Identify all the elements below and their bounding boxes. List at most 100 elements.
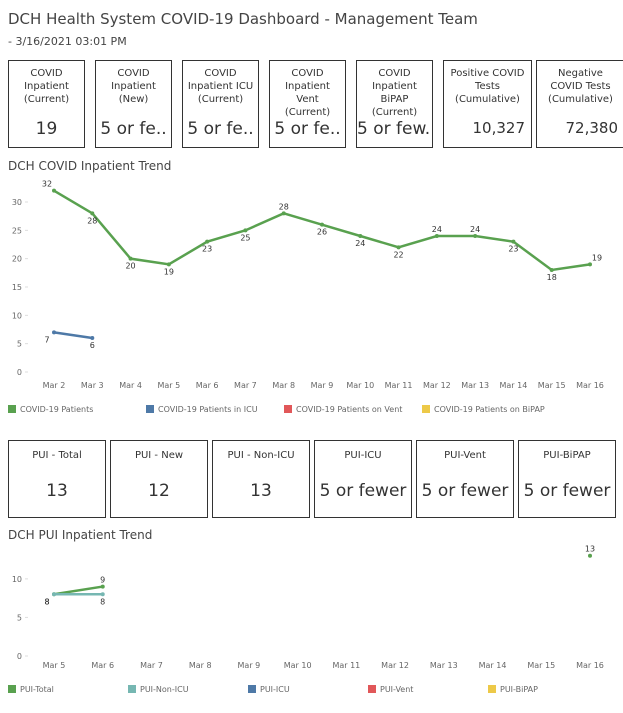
- chart-title: DCH PUI Inpatient Trend: [8, 528, 152, 542]
- data-label: 8: [44, 597, 49, 606]
- kpi-value: 5 or fe..: [100, 119, 167, 139]
- kpi-label: PUI - New: [134, 450, 184, 461]
- chart-title: DCH COVID Inpatient Trend: [8, 159, 171, 173]
- data-point: [588, 262, 592, 267]
- data-label: 19: [592, 253, 602, 262]
- legend-swatch: [8, 685, 16, 693]
- x-tick-label: Mar 8: [189, 661, 212, 670]
- kpi-card: PUI-BiPAP 5 or fewer: [518, 440, 616, 518]
- x-tick-label: Mar 6: [196, 381, 219, 390]
- y-tick-label: 20: [12, 255, 22, 264]
- data-point: [166, 262, 171, 267]
- data-label: 7: [44, 335, 49, 344]
- x-tick-label: Mar 6: [91, 661, 114, 670]
- legend-label: PUI-Non-ICU: [140, 685, 189, 694]
- legend-label: COVID-19 Patients in ICU: [158, 405, 258, 414]
- data-point: [52, 330, 56, 335]
- x-tick-label: Mar 2: [43, 381, 66, 390]
- legend-swatch: [488, 685, 496, 693]
- legend-label: COVID-19 Patients on BiPAP: [434, 405, 545, 414]
- y-tick-label: 30: [12, 198, 22, 207]
- data-label: 9: [100, 576, 105, 585]
- data-point: [396, 245, 401, 250]
- x-tick-label: Mar 13: [461, 381, 489, 390]
- data-label: 23: [202, 245, 212, 254]
- kpi-card: Positive COVID Tests (Cumulative) 10,327: [443, 60, 532, 148]
- kpi-card: COVID Inpatient ICU (Current) 5 or fe..: [182, 60, 259, 148]
- kpi-value: 5 or fewer: [421, 481, 509, 501]
- data-point: [100, 592, 105, 597]
- kpi-card: COVID Inpatient BiPAP (Current) 5 or few.…: [356, 60, 433, 148]
- kpi-label: Positive COVID Tests (Cumulative): [450, 68, 525, 105]
- kpi-value: 5 or fe..: [274, 119, 341, 139]
- data-label: 22: [393, 250, 403, 259]
- kpi-card: PUI - New 12: [110, 440, 208, 518]
- legend-label: COVID-19 Patients on Vent: [296, 405, 402, 414]
- y-tick-label: 10: [12, 311, 22, 320]
- x-tick-label: Mar 16: [576, 661, 604, 670]
- x-tick-label: Mar 7: [140, 661, 163, 670]
- x-tick-label: Mar 11: [332, 661, 360, 670]
- x-tick-label: Mar 14: [479, 661, 507, 670]
- kpi-label: PUI-BiPAP: [543, 450, 591, 461]
- legend-label: PUI-BiPAP: [500, 685, 538, 694]
- data-point: [100, 584, 105, 589]
- data-label: 24: [432, 225, 442, 234]
- legend-swatch: [128, 685, 136, 693]
- data-label: 20: [125, 262, 135, 271]
- page-title: DCH Health System COVID-19 Dashboard - M…: [8, 10, 478, 28]
- kpi-value: 13: [250, 481, 272, 501]
- data-label: 23: [508, 245, 518, 254]
- data-point: [52, 188, 56, 193]
- data-point: [549, 268, 554, 272]
- legend-label: PUI-Total: [20, 685, 54, 694]
- kpi-card: Negative COVID Tests (Cumulative) 72,380: [536, 60, 623, 148]
- data-label: 28: [279, 202, 289, 211]
- x-tick-label: Mar 13: [430, 661, 458, 670]
- y-tick-label: 0: [17, 368, 22, 377]
- data-label: 13: [585, 545, 595, 554]
- x-tick-label: Mar 8: [272, 381, 295, 390]
- data-point: [320, 222, 324, 227]
- data-label: 26: [317, 228, 327, 237]
- data-label: 19: [164, 267, 174, 276]
- data-point: [243, 228, 248, 233]
- data-label: 8: [100, 597, 105, 606]
- kpi-value: 12: [148, 481, 170, 501]
- data-point: [588, 553, 592, 558]
- y-tick-label: 15: [12, 283, 22, 292]
- data-label: 8: [44, 597, 49, 606]
- x-tick-label: Mar 12: [381, 661, 409, 670]
- x-tick-label: Mar 7: [234, 381, 257, 390]
- series-line: [53, 585, 103, 596]
- data-label: 28: [87, 216, 97, 225]
- data-label: 32: [42, 180, 52, 189]
- kpi-value: 5 or fe..: [187, 119, 254, 139]
- data-point: [128, 256, 133, 261]
- x-tick-label: Mar 16: [576, 381, 604, 390]
- legend-swatch: [248, 685, 256, 693]
- kpi-value: 5 or fewer: [523, 481, 611, 501]
- kpi-card: COVID Inpatient Vent (Current) 5 or fe..: [269, 60, 346, 148]
- kpi-card: PUI-ICU 5 or fewer: [314, 440, 412, 518]
- data-point: [281, 211, 286, 216]
- kpi-value: 19: [35, 119, 58, 139]
- kpi-label: PUI-ICU: [344, 450, 382, 461]
- legend-label: COVID-19 Patients: [20, 405, 93, 414]
- data-label: 24: [355, 239, 365, 248]
- x-tick-label: Mar 15: [538, 381, 566, 390]
- legend-label: PUI-Vent: [380, 685, 413, 694]
- data-point: [90, 211, 95, 216]
- kpi-label: PUI-Vent: [444, 450, 486, 461]
- x-tick-label: Mar 5: [43, 661, 66, 670]
- data-point: [52, 592, 56, 597]
- kpi-card: COVID Inpatient (New) 5 or fe..: [95, 60, 172, 148]
- kpi-card: PUI - Total 13: [8, 440, 106, 518]
- data-point: [90, 336, 95, 340]
- data-point: [358, 234, 363, 238]
- kpi-label: COVID Inpatient ICU (Current): [187, 68, 254, 105]
- y-tick-label: 0: [17, 652, 22, 661]
- data-label: 25: [240, 233, 250, 242]
